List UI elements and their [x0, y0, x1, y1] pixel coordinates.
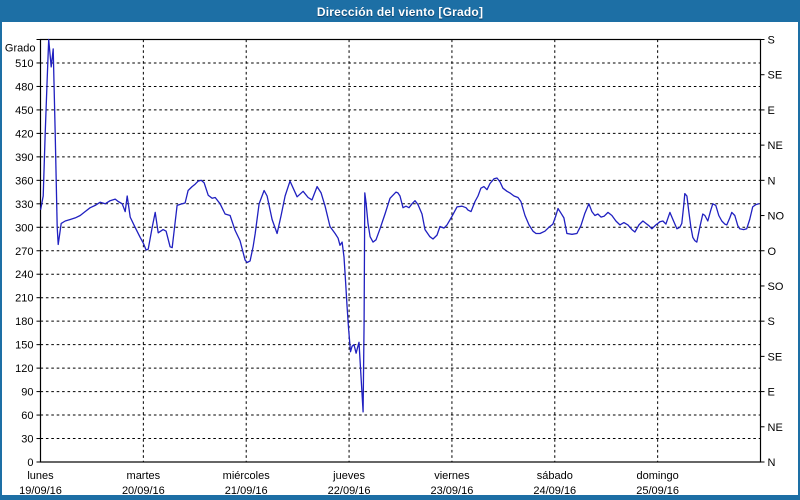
compass-tick-label: SE: [768, 351, 783, 363]
x-axis-day-label: miércoles: [223, 470, 271, 482]
compass-tick-label: S: [768, 316, 775, 328]
x-axis-date-label: 21/09/16: [225, 485, 268, 497]
y-axis-tick-label: 480: [15, 81, 33, 93]
compass-tick-label: N: [768, 175, 776, 187]
y-axis-tick-label: 420: [15, 128, 33, 140]
y-axis-tick-label: 180: [15, 316, 33, 328]
compass-tick-label: SE: [768, 70, 783, 82]
compass-tick-label: NO: [768, 211, 785, 223]
x-axis-day-label: sábado: [537, 470, 573, 482]
x-axis-day-label: viernes: [434, 470, 470, 482]
x-axis-day-label: domingo: [637, 470, 679, 482]
y-axis-tick-label: 30: [21, 434, 33, 446]
y-axis-tick-label: 150: [15, 340, 33, 352]
x-axis-day-label: lunes: [27, 470, 54, 482]
compass-tick-label: E: [768, 105, 775, 117]
y-axis-tick-label: 360: [15, 175, 33, 187]
y-axis-tick-label: 390: [15, 152, 33, 164]
y-axis-tick-label: 330: [15, 199, 33, 211]
y-axis-tick-label: 0: [27, 457, 33, 469]
compass-tick-label: O: [768, 246, 777, 258]
x-axis-date-label: 19/09/16: [19, 485, 62, 497]
y-axis-tick-label: 240: [15, 269, 33, 281]
x-axis-date-label: 25/09/16: [636, 485, 679, 497]
compass-tick-label: N: [768, 457, 776, 469]
y-axis-tick-label: 90: [21, 387, 33, 399]
compass-tick-label: NE: [768, 422, 783, 434]
compass-tick-label: E: [768, 387, 775, 399]
y-axis-tick-label: 210: [15, 293, 33, 305]
compass-tick-label: SO: [768, 281, 784, 293]
y-axis-title: Grado: [5, 43, 36, 55]
y-axis-tick-label: 300: [15, 222, 33, 234]
x-axis-date-label: 22/09/16: [328, 485, 371, 497]
compass-tick-label: S: [768, 35, 775, 47]
x-axis-date-label: 20/09/16: [122, 485, 165, 497]
x-axis-date-label: 24/09/16: [533, 485, 576, 497]
x-axis-date-label: 23/09/16: [431, 485, 474, 497]
y-axis-tick-label: 510: [15, 58, 33, 70]
y-axis-tick-label: 60: [21, 410, 33, 422]
y-axis-tick-label: 450: [15, 105, 33, 117]
x-axis-day-label: jueves: [332, 470, 365, 482]
chart-title: Dirección del viento [Grado]: [2, 2, 798, 22]
y-axis-tick-label: 270: [15, 246, 33, 258]
wind-direction-series-line: [40, 38, 760, 413]
x-axis-day-label: martes: [127, 470, 161, 482]
compass-tick-label: NE: [768, 140, 783, 152]
y-axis-tick-label: 120: [15, 363, 33, 375]
